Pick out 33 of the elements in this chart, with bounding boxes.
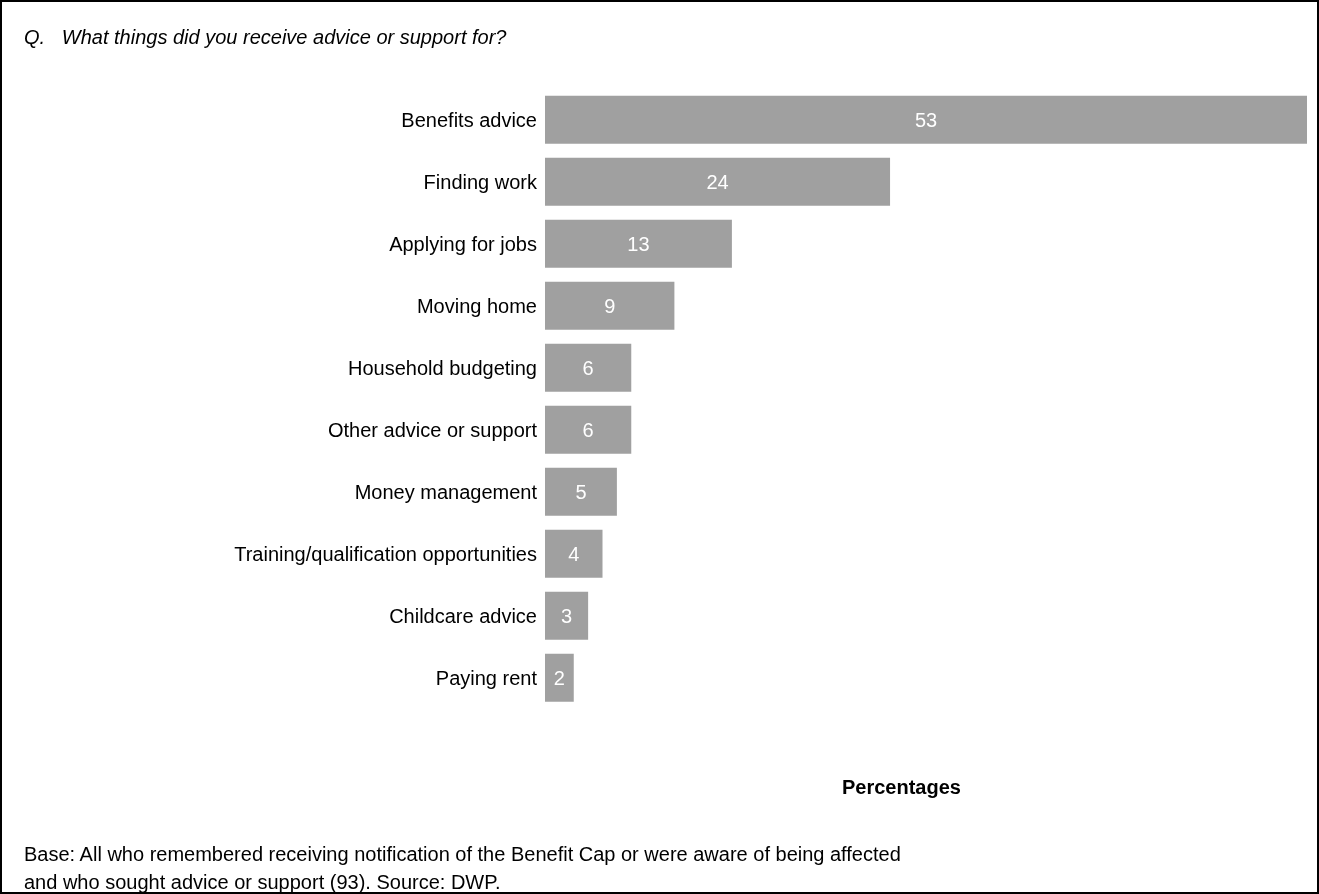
bar — [545, 467, 617, 516]
bar — [545, 219, 732, 268]
y-tick-label: Paying rent — [435, 667, 538, 690]
data-label: 13 — [627, 232, 650, 255]
bar — [545, 281, 675, 330]
bar — [545, 95, 1307, 144]
data-label: 2 — [553, 666, 565, 689]
data-label: 6 — [582, 418, 594, 441]
bar — [545, 591, 589, 640]
data-label: 9 — [604, 294, 616, 317]
y-tick-label: Moving home — [416, 295, 537, 318]
bar — [545, 653, 574, 702]
data-label: 5 — [575, 480, 587, 503]
data-label: 4 — [568, 542, 580, 565]
y-tick-label: Money management — [354, 481, 538, 504]
y-tick-label: Applying for jobs — [389, 233, 537, 256]
y-tick-label: Finding work — [423, 171, 538, 194]
data-label: 3 — [561, 604, 573, 627]
data-label: 24 — [706, 170, 729, 193]
bar — [545, 529, 603, 578]
y-tick-label: Other advice or support — [328, 419, 538, 442]
text: Q. What things did you receive advice or support for? — [24, 26, 507, 49]
text: Base: All who remembered receiving notification of the Benefit Cap or were aware of being affected and who sought advice or support (93). Source: DWP. — [24, 842, 902, 894]
bar — [545, 405, 632, 454]
x-axis-title: Percentages — [842, 776, 961, 799]
y-tick-label: Childcare advice — [389, 605, 537, 628]
y-tick-label: Household budgeting — [347, 357, 537, 380]
y-tick-label: Training/qualification opportunities — [234, 543, 537, 566]
y-tick-label: Benefits advice — [401, 109, 537, 132]
bar — [545, 157, 891, 206]
bar — [545, 343, 632, 392]
data-label: 53 — [914, 108, 938, 131]
data-label: 6 — [582, 356, 594, 379]
